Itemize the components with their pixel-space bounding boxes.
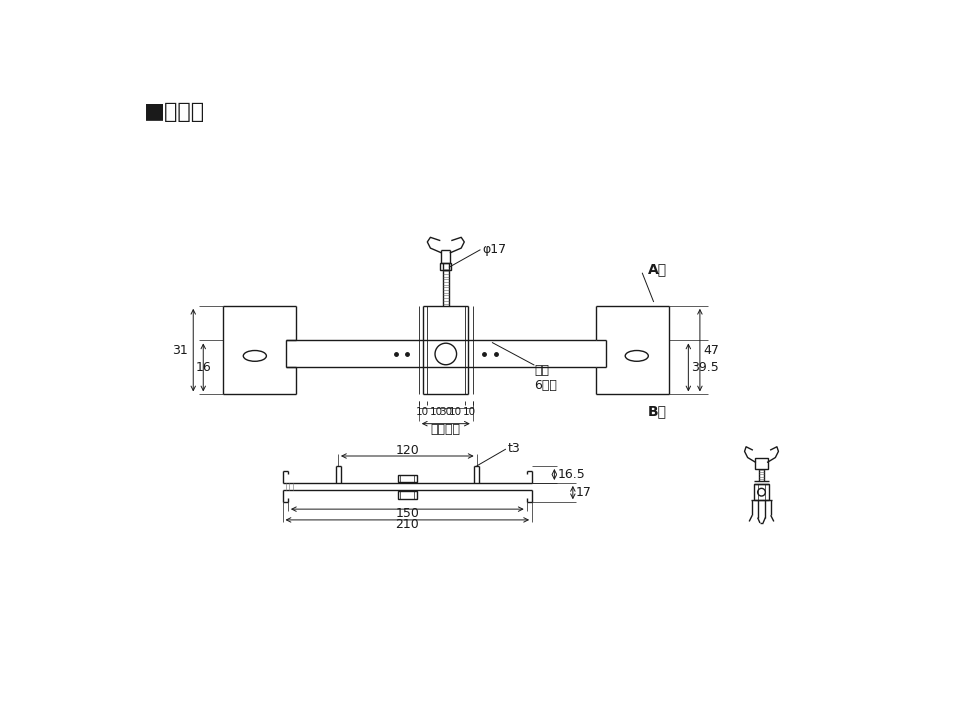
Text: 47: 47 bbox=[703, 343, 719, 356]
Text: 16: 16 bbox=[196, 361, 212, 374]
Text: 150: 150 bbox=[396, 508, 420, 521]
Text: 30: 30 bbox=[440, 407, 452, 417]
Bar bbox=[398, 475, 417, 482]
Text: 10: 10 bbox=[463, 407, 475, 417]
Text: スライド: スライド bbox=[431, 423, 461, 436]
Text: 31: 31 bbox=[172, 343, 188, 356]
Text: 10: 10 bbox=[416, 407, 429, 417]
Text: 目印
6ヶ所: 目印 6ヶ所 bbox=[535, 364, 557, 392]
Text: 120: 120 bbox=[396, 444, 420, 457]
Text: A面: A面 bbox=[648, 263, 666, 276]
Text: ■仕様図: ■仕様図 bbox=[144, 102, 205, 122]
Text: 39.5: 39.5 bbox=[690, 361, 718, 374]
Text: B面: B面 bbox=[648, 405, 666, 418]
Bar bbox=[754, 485, 769, 500]
Text: 10: 10 bbox=[430, 407, 443, 417]
Text: 10: 10 bbox=[449, 407, 462, 417]
Bar bbox=[441, 264, 451, 270]
Text: 17: 17 bbox=[576, 486, 591, 499]
Text: 16.5: 16.5 bbox=[558, 468, 586, 481]
Bar bbox=[756, 459, 768, 469]
Text: φ17: φ17 bbox=[482, 243, 506, 256]
Text: t3: t3 bbox=[508, 442, 520, 455]
Text: 210: 210 bbox=[396, 518, 420, 531]
Bar bbox=[398, 490, 417, 499]
